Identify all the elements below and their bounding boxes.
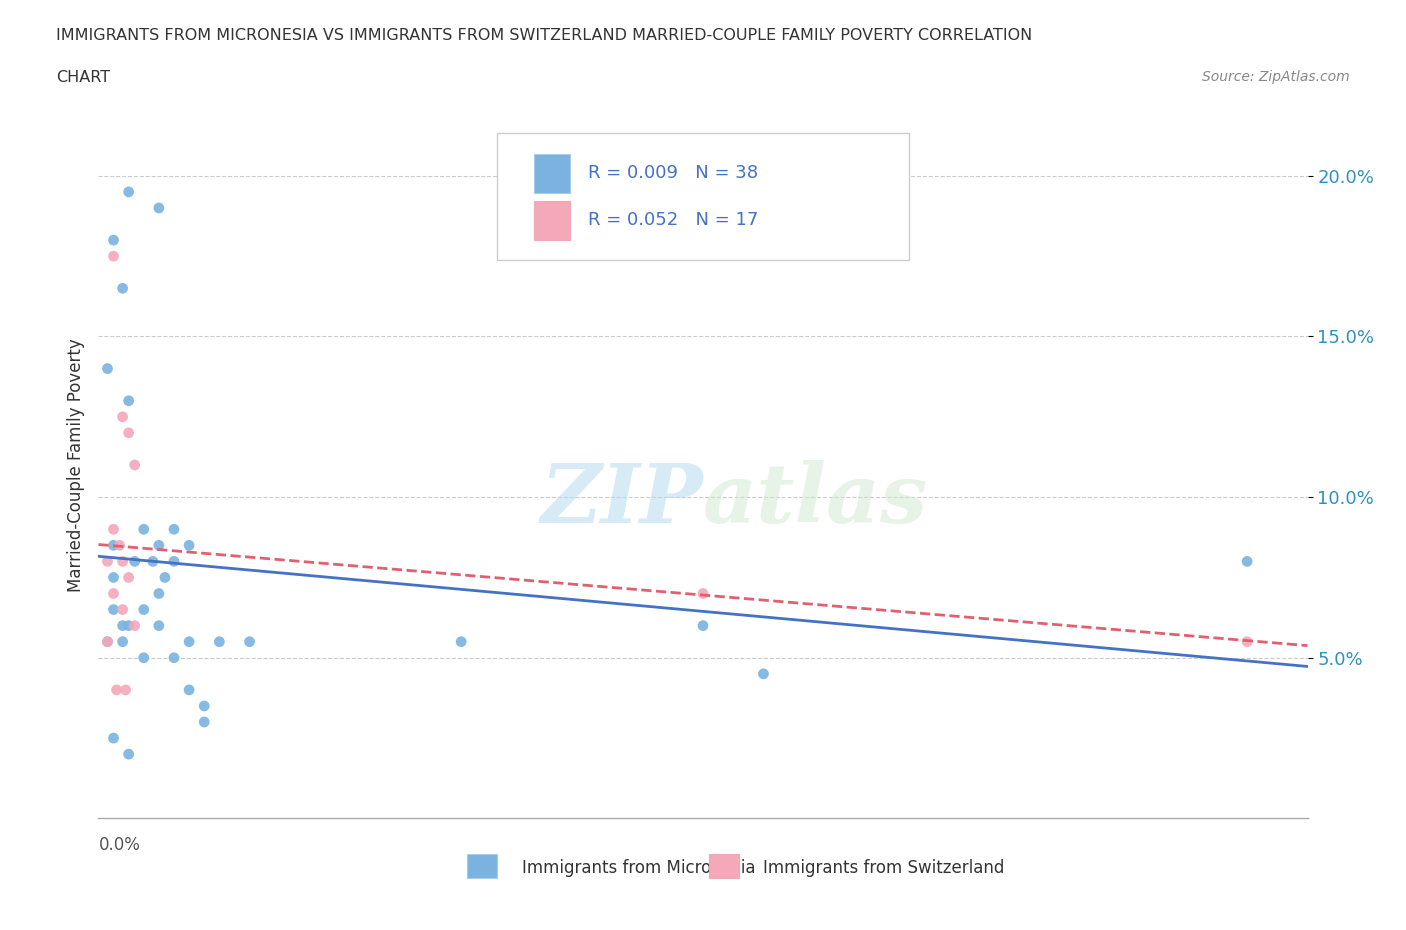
- Text: 0.0%: 0.0%: [98, 836, 141, 854]
- Point: [103, 538, 125, 552]
- Point: [132, 602, 155, 617]
- Text: R = 0.009   N = 38: R = 0.009 N = 38: [588, 164, 758, 182]
- Point: [179, 683, 201, 698]
- FancyBboxPatch shape: [709, 854, 740, 879]
- Point: [118, 570, 141, 585]
- Text: R = 0.052   N = 17: R = 0.052 N = 17: [588, 211, 758, 230]
- Point: [103, 731, 125, 746]
- Point: [103, 248, 125, 263]
- Point: [124, 554, 146, 569]
- Y-axis label: Married-Couple Family Poverty: Married-Couple Family Poverty: [66, 339, 84, 591]
- Point: [193, 698, 215, 713]
- Text: CHART: CHART: [56, 70, 110, 85]
- Point: [208, 634, 231, 649]
- Text: Immigrants from Switzerland: Immigrants from Switzerland: [763, 859, 1005, 877]
- Point: [193, 714, 215, 729]
- Point: [103, 232, 125, 247]
- FancyBboxPatch shape: [467, 854, 498, 879]
- Text: Source: ZipAtlas.com: Source: ZipAtlas.com: [1202, 70, 1350, 84]
- Point: [111, 281, 134, 296]
- FancyBboxPatch shape: [534, 202, 569, 240]
- Point: [132, 650, 155, 665]
- Point: [96, 634, 118, 649]
- Point: [148, 586, 170, 601]
- Point: [142, 554, 165, 569]
- Point: [692, 586, 714, 601]
- Point: [239, 634, 262, 649]
- Point: [103, 602, 125, 617]
- Point: [148, 201, 170, 216]
- Point: [118, 425, 141, 440]
- Point: [103, 522, 125, 537]
- FancyBboxPatch shape: [498, 133, 908, 260]
- Point: [163, 522, 186, 537]
- Point: [96, 554, 118, 569]
- Point: [96, 634, 118, 649]
- Point: [118, 618, 141, 633]
- Text: Immigrants from Micronesia: Immigrants from Micronesia: [522, 859, 755, 877]
- Point: [96, 361, 118, 376]
- Point: [148, 538, 170, 552]
- Text: IMMIGRANTS FROM MICRONESIA VS IMMIGRANTS FROM SWITZERLAND MARRIED-COUPLE FAMILY : IMMIGRANTS FROM MICRONESIA VS IMMIGRANTS…: [56, 28, 1032, 43]
- Point: [105, 683, 128, 698]
- Point: [118, 184, 141, 199]
- Point: [111, 409, 134, 424]
- Point: [111, 618, 134, 633]
- Point: [124, 618, 146, 633]
- Point: [163, 554, 186, 569]
- Point: [124, 458, 146, 472]
- Point: [752, 667, 775, 682]
- Point: [108, 538, 131, 552]
- Point: [114, 683, 136, 698]
- FancyBboxPatch shape: [534, 154, 569, 193]
- Point: [111, 554, 134, 569]
- Point: [450, 634, 472, 649]
- Point: [179, 538, 201, 552]
- Point: [179, 634, 201, 649]
- Text: atlas: atlas: [703, 460, 928, 540]
- Point: [153, 570, 176, 585]
- Point: [148, 618, 170, 633]
- Point: [1236, 634, 1258, 649]
- Point: [103, 586, 125, 601]
- Point: [111, 634, 134, 649]
- Point: [692, 618, 714, 633]
- Text: ZIP: ZIP: [540, 460, 703, 540]
- Point: [103, 570, 125, 585]
- Point: [111, 602, 134, 617]
- Point: [163, 650, 186, 665]
- Point: [1236, 554, 1258, 569]
- Point: [118, 393, 141, 408]
- Point: [132, 522, 155, 537]
- Point: [118, 747, 141, 762]
